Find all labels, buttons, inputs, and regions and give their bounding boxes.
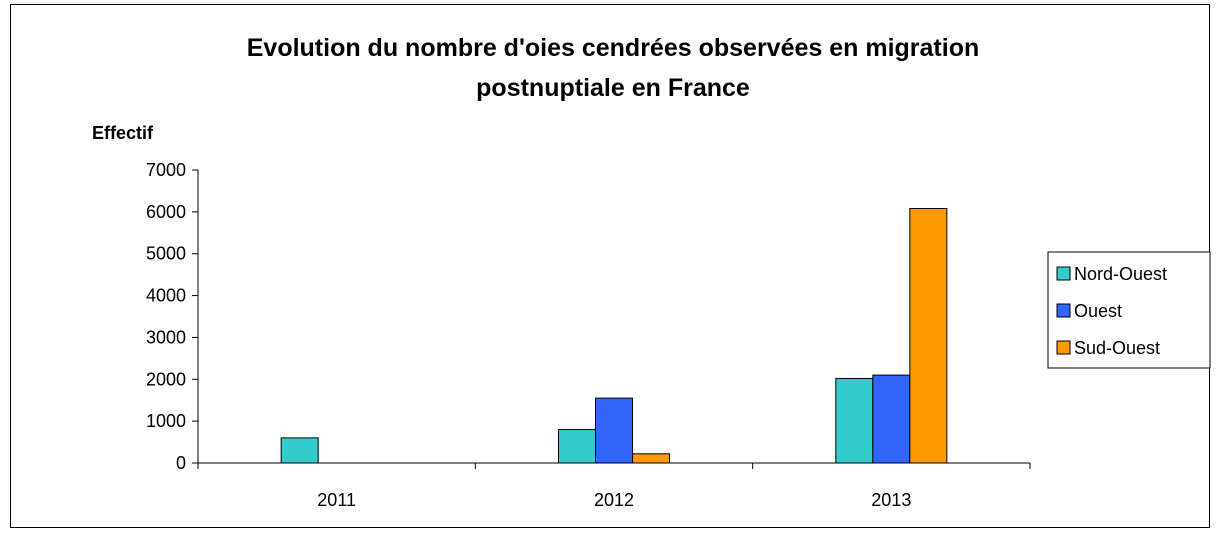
y-tick-label-0: 0: [176, 453, 186, 473]
y-tick-label-3000: 3000: [146, 327, 186, 347]
legend-label-nord-ouest: Nord-Ouest: [1074, 264, 1167, 284]
y-tick-label-1000: 1000: [146, 411, 186, 431]
chart-title-line-1: Evolution du nombre d'oies cendrées obse…: [247, 34, 980, 62]
x-tick-label-2012: 2012: [594, 490, 634, 510]
legend-swatch-nord-ouest: [1056, 266, 1071, 281]
y-tick-label-4000: 4000: [146, 286, 186, 306]
y-axis-label: Effectif: [92, 123, 154, 143]
chart-title-line-2: postnuptiale en France: [476, 74, 750, 102]
legend-swatch-ouest: [1056, 303, 1071, 318]
bar-nord-ouest-2013: [835, 377, 874, 464]
x-tick-label-2011: 2011: [317, 490, 356, 510]
y-tick-label-7000: 7000: [146, 160, 186, 180]
legend-swatch-sud-ouest: [1056, 340, 1071, 355]
legend-label-ouest: Ouest: [1074, 301, 1122, 321]
x-tick-label-2013: 2013: [871, 490, 911, 510]
y-tick-label-5000: 5000: [146, 244, 186, 264]
bar-ouest-2013: [872, 374, 911, 464]
legend-label-sud-ouest: Sud-Ouest: [1074, 338, 1160, 358]
y-tick-label-6000: 6000: [146, 202, 186, 222]
bar-nord-ouest-2011: [280, 437, 319, 464]
legend: Nord-Ouest Ouest Sud-Ouest: [1047, 251, 1211, 369]
legend-box: [1047, 251, 1211, 369]
plot-area: 0 1000 2000 3000 4000 5000 6000 7000 2011 2012 201…: [146, 160, 1031, 510]
bar-nord-ouest-2012: [558, 429, 596, 464]
bar-sud-ouest-2013: [909, 208, 948, 464]
bar-ouest-2012: [595, 397, 633, 464]
y-tick-label-2000: 2000: [146, 369, 186, 389]
bar-sud-ouest-2012: [632, 453, 670, 464]
